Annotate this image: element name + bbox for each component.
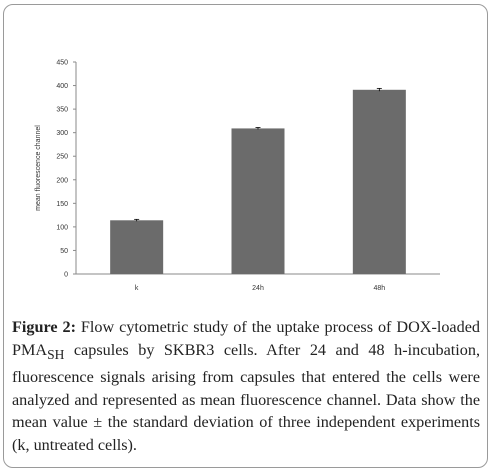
y-tick-label: 250 <box>56 154 68 161</box>
x-tick-label-24h: 24h <box>252 285 264 292</box>
y-tick-label: 350 <box>56 107 68 114</box>
bar-48h <box>352 89 406 274</box>
y-tick-label: 0 <box>64 272 68 279</box>
x-axis: k 24h 48h <box>76 273 440 292</box>
x-tick-label-k: k <box>135 285 139 292</box>
x-tick-label-48h: 48h <box>373 285 385 292</box>
caption-text-2: capsules by SKBR3 cells. After 24 and 48… <box>12 340 480 454</box>
y-tick-label: 100 <box>56 224 68 231</box>
y-tick-label: 400 <box>56 83 68 90</box>
caption-text-1: Flow cytometric study of the uptake proc… <box>12 318 480 359</box>
y-axis-title: mean fluorescence channel <box>35 125 42 211</box>
bars <box>110 87 406 274</box>
figure-caption: Figure 2: Flow cytometric study of the u… <box>12 316 480 456</box>
y-tick-label: 50 <box>60 248 68 255</box>
y-tick-label: 200 <box>56 177 68 184</box>
caption-label: Figure 2: <box>12 318 76 336</box>
bar-24h <box>231 128 285 274</box>
y-tick-label: 450 <box>56 60 68 67</box>
y-tick-label: 300 <box>56 130 68 137</box>
bar-chart: 0 50 100 150 200 250 300 350 400 450 k 24h 48h mean… <box>35 60 440 292</box>
caption-subscript: SH <box>47 346 65 362</box>
y-tick-label: 150 <box>56 201 68 208</box>
bar-k <box>110 220 164 274</box>
y-axis: 0 50 100 150 200 250 300 350 400 450 <box>56 60 77 279</box>
